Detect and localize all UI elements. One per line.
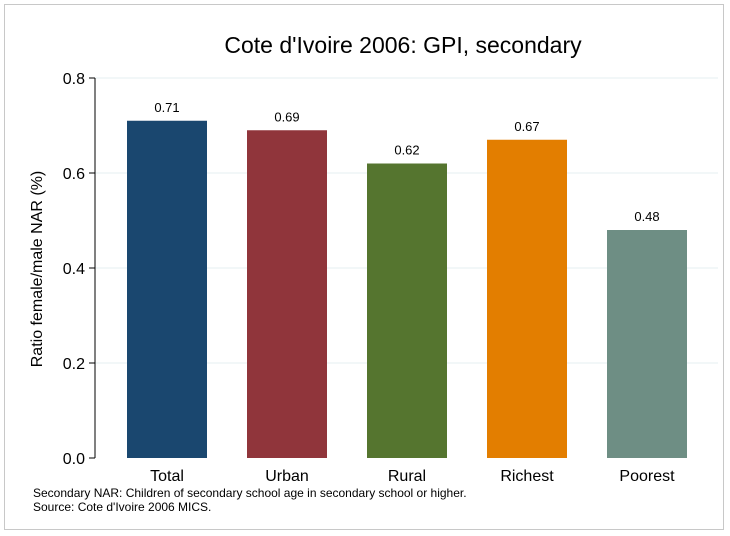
- data-label: 0.69: [274, 109, 299, 124]
- footnote-source: Source: Cote d'Ivoire 2006 MICS.: [33, 500, 211, 514]
- bar-rural: [367, 163, 447, 458]
- y-tick-label: 0.4: [63, 261, 85, 278]
- bar-poorest: [607, 230, 687, 458]
- footnote-definition: Secondary NAR: Children of secondary sch…: [33, 486, 467, 500]
- data-label: 0.71: [154, 100, 179, 115]
- data-label: 0.62: [394, 143, 419, 158]
- x-tick-label: Poorest: [619, 468, 675, 485]
- x-tick-label: Urban: [265, 468, 309, 485]
- bar-richest: [487, 139, 567, 458]
- x-tick-label: Richest: [500, 468, 554, 485]
- x-tick-label: Rural: [388, 468, 426, 485]
- data-label: 0.48: [634, 209, 659, 224]
- data-label: 0.67: [514, 119, 539, 134]
- y-tick-label: 0.0: [63, 451, 85, 468]
- chart-frame: [4, 4, 724, 530]
- bars: 0.71 0.69 0.62 0.67 0.48: [127, 100, 687, 458]
- chart-title: Cote d'Ivoire 2006: GPI, secondary: [224, 32, 582, 58]
- y-tick-label: 0.2: [63, 356, 85, 373]
- y-tick-label: 0.6: [63, 166, 85, 183]
- x-tick-label: Total: [150, 468, 184, 485]
- bar-total: [127, 120, 207, 458]
- axes: 0.0 0.2 0.4 0.6 0.8 Total Urban Rural Richest Poo…: [63, 71, 675, 485]
- y-axis-label: Ratio female/male NAR (%): [29, 171, 46, 368]
- y-tick-label: 0.8: [63, 71, 85, 88]
- bar-urban: [247, 130, 327, 458]
